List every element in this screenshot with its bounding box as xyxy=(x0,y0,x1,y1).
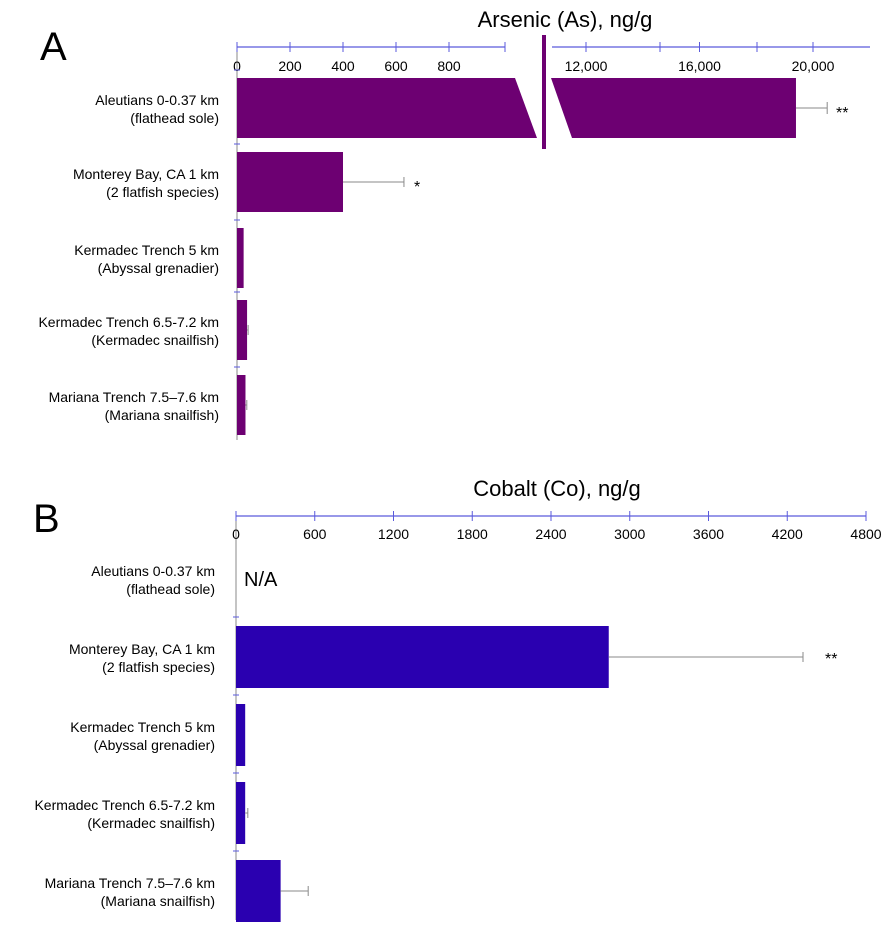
chart-title: Arsenic (As), ng/g xyxy=(478,7,653,32)
y-tick-label: (2 flatfish species) xyxy=(106,184,219,200)
y-tick-label: Kermadec Trench 6.5-7.2 km xyxy=(38,314,219,330)
chart-title: Cobalt (Co), ng/g xyxy=(473,476,641,501)
y-tick-label: (flathead sole) xyxy=(126,581,215,597)
y-tick-label: Kermadec Trench 6.5-7.2 km xyxy=(34,797,215,813)
y-tick-label: Kermadec Trench 5 km xyxy=(74,242,219,258)
missing-value-label: N/A xyxy=(244,569,278,591)
bar xyxy=(236,626,609,688)
y-tick-label: (Mariana snailfish) xyxy=(105,407,219,423)
x-tick-label: 400 xyxy=(331,58,355,74)
bar xyxy=(236,704,246,766)
y-tick-label: Monterey Bay, CA 1 km xyxy=(69,641,215,657)
bar xyxy=(237,300,248,360)
panel-b: B Cobalt (Co), ng/g 0 600 1200 1800 2400 3000 36… xyxy=(33,476,882,922)
x-tick-label: 20,000 xyxy=(792,58,835,74)
x-tick-label: 12,000 xyxy=(565,58,608,74)
x-tick-label: 800 xyxy=(437,58,461,74)
panel-a: A Arsenic (As), ng/g 0 200 400 600 800 12,000 16… xyxy=(38,7,870,440)
x-tick-label: 1200 xyxy=(378,526,409,542)
significance-mark: ** xyxy=(825,651,837,668)
bar xyxy=(237,228,244,288)
y-tick-label: Monterey Bay, CA 1 km xyxy=(73,166,219,182)
y-tick-label: Mariana Trench 7.5–7.6 km xyxy=(45,875,215,891)
x-tick-label: 4200 xyxy=(772,526,803,542)
x-tick-label: 600 xyxy=(384,58,408,74)
x-tick-label: 1800 xyxy=(457,526,488,542)
x-tick-label: 16,000 xyxy=(678,58,721,74)
x-tick-label: 0 xyxy=(232,526,240,542)
x-tick-label: 2400 xyxy=(535,526,566,542)
x-tick-label: 200 xyxy=(278,58,302,74)
x-tick-label: 600 xyxy=(303,526,327,542)
y-tick-label: (Kermadec snailfish) xyxy=(91,332,219,348)
y-tick-label: Aleutians 0-0.37 km xyxy=(95,92,219,108)
bar-segment-left xyxy=(237,78,537,138)
bar xyxy=(237,152,343,212)
y-tick-label: (Kermadec snailfish) xyxy=(87,815,215,831)
y-tick-label: (flathead sole) xyxy=(130,110,219,126)
axis-break-bar xyxy=(542,35,546,149)
x-tick-label: 4800 xyxy=(850,526,881,542)
y-tick-label: (Abyssal grenadier) xyxy=(98,260,219,276)
bar xyxy=(236,782,246,844)
y-tick-label: (Abyssal grenadier) xyxy=(94,737,215,753)
bar xyxy=(237,375,246,435)
significance-mark: ** xyxy=(836,105,848,122)
y-tick-label: (2 flatfish species) xyxy=(102,659,215,675)
x-tick-label: 3600 xyxy=(693,526,724,542)
bar xyxy=(236,860,281,922)
y-tick-label: (Mariana snailfish) xyxy=(101,893,215,909)
x-tick-label: 0 xyxy=(233,58,241,74)
y-tick-label: Mariana Trench 7.5–7.6 km xyxy=(49,389,219,405)
panel-label-a: A xyxy=(40,25,67,69)
y-tick-label: Aleutians 0-0.37 km xyxy=(91,563,215,579)
significance-mark: * xyxy=(414,179,420,196)
x-tick-label: 3000 xyxy=(614,526,645,542)
bar-segment-right xyxy=(551,78,796,138)
y-tick-label: Kermadec Trench 5 km xyxy=(70,719,215,735)
panel-label-b: B xyxy=(33,497,60,541)
